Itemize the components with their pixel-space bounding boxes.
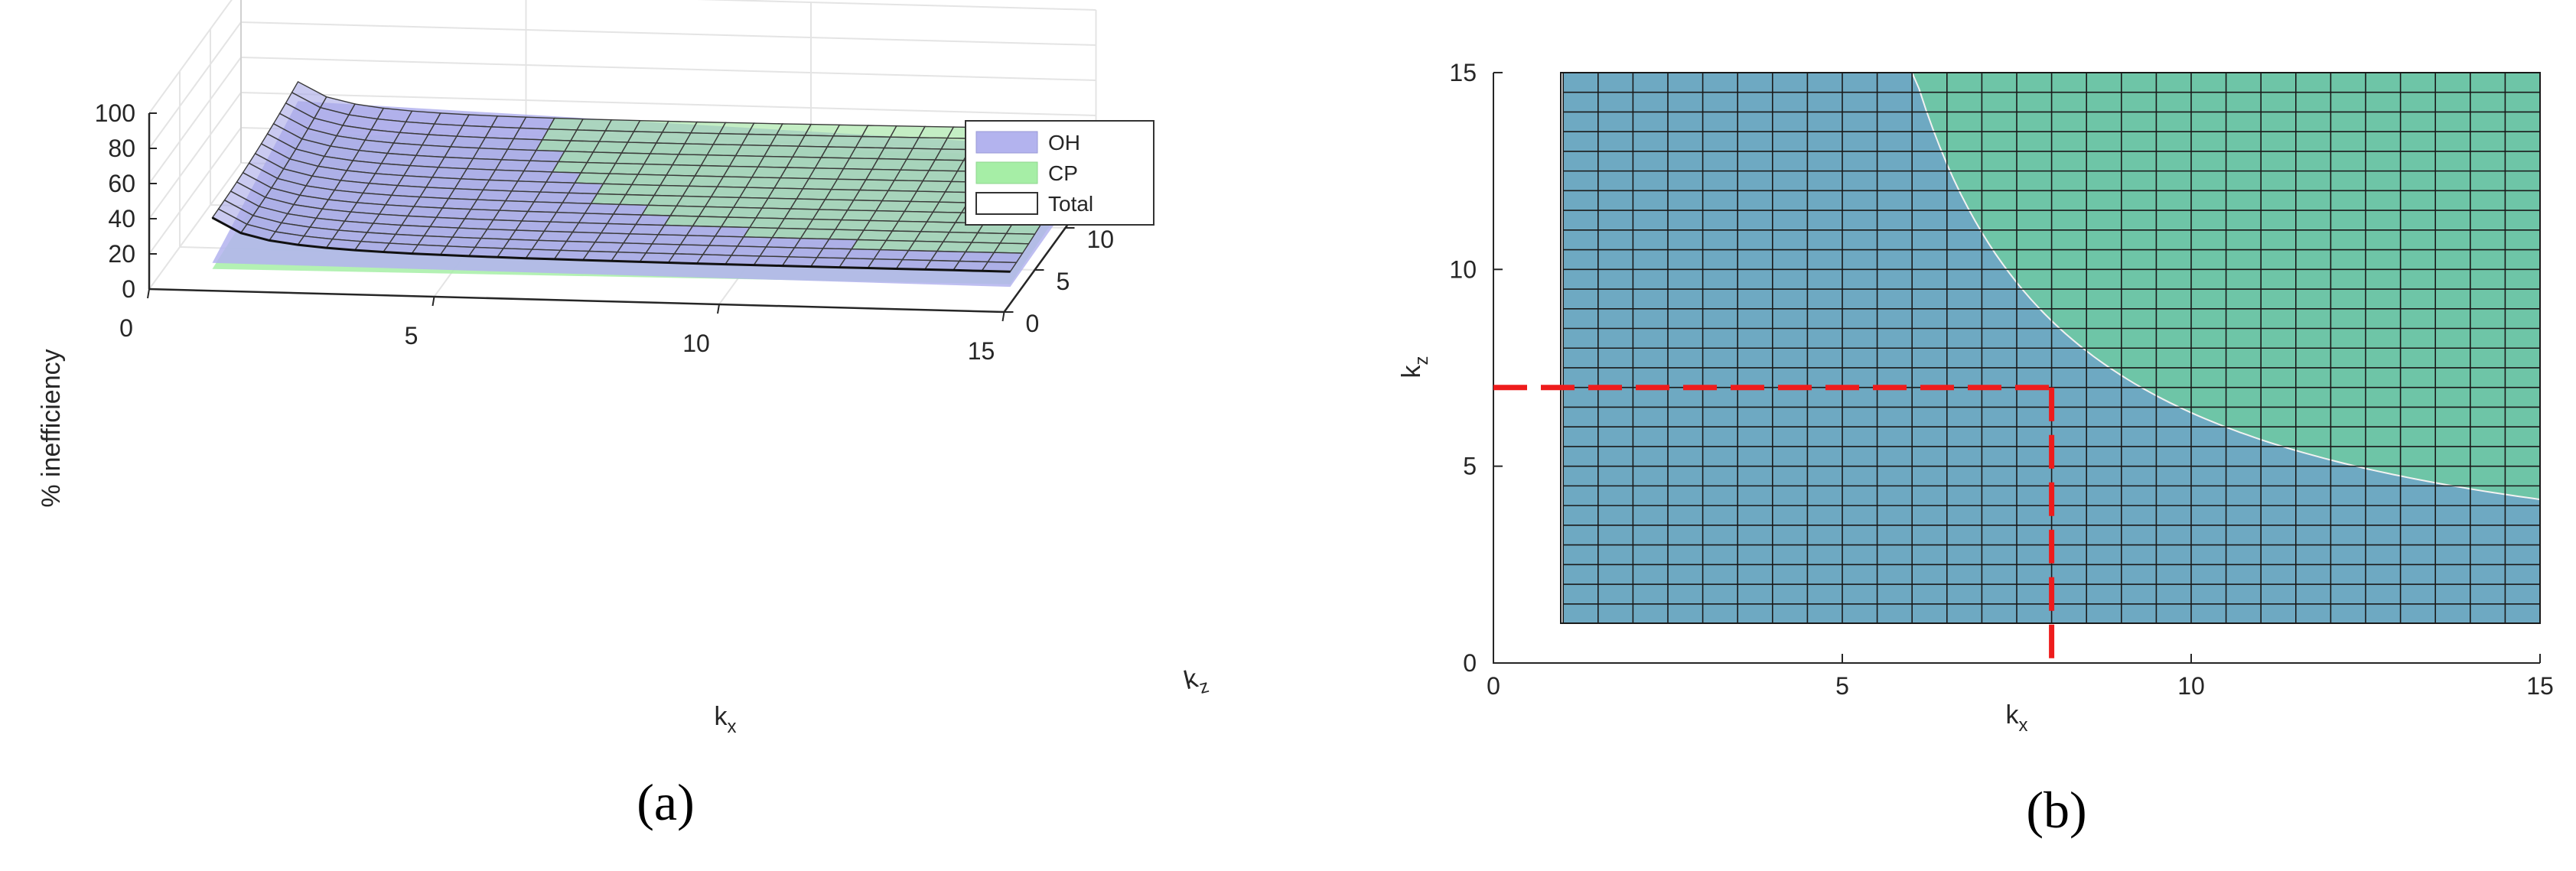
x-tick-label: 5 bbox=[1835, 672, 1849, 700]
legend: OH CP Total bbox=[965, 120, 1154, 226]
grid-line bbox=[148, 57, 242, 184]
legend-label-oh: OH bbox=[1048, 131, 1080, 154]
legend-label-total: Total bbox=[1048, 192, 1093, 216]
grid-line bbox=[240, 92, 1096, 116]
y-tick-label: 10 bbox=[1087, 226, 1115, 253]
back-plane-kx bbox=[149, 0, 241, 289]
grid-outline bbox=[1560, 72, 2541, 624]
legend-swatch-cp bbox=[975, 161, 1038, 184]
grid-line bbox=[148, 92, 242, 219]
x-tick-mark bbox=[717, 304, 720, 314]
total-surface-series bbox=[211, 80, 1097, 273]
y-axis-label: kz bbox=[1397, 356, 1432, 379]
grid-line bbox=[240, 21, 1096, 46]
y-axis-label-sub: z bbox=[1412, 356, 1432, 366]
x-axis-label: kx bbox=[2006, 700, 2028, 736]
x-ticks: 0 5 10 15 bbox=[119, 288, 1005, 365]
x-tick-label: 15 bbox=[2526, 672, 2554, 700]
z-tick-label: 100 bbox=[95, 99, 135, 127]
grid-line bbox=[148, 127, 242, 255]
y-ticks: 0 5 10 15 bbox=[1449, 59, 1503, 677]
x-axis-line bbox=[148, 288, 1005, 314]
y-axis-label-sub: z bbox=[1197, 676, 1211, 698]
x-tick-mark bbox=[432, 296, 435, 307]
z-tick-label: 20 bbox=[108, 240, 135, 268]
x-ticks: 0 5 10 15 bbox=[1487, 654, 2554, 700]
legend-label-cp: CP bbox=[1048, 161, 1078, 185]
grid-line bbox=[240, 57, 1096, 81]
z-tick-label: 0 bbox=[122, 275, 135, 303]
x-axis-label-sub: x bbox=[728, 717, 737, 737]
panel-b-caption: (b) bbox=[2026, 781, 2086, 839]
y-tick-label: 0 bbox=[1026, 310, 1040, 337]
panel-a-caption: (a) bbox=[637, 773, 694, 831]
x-axis-label-sub: x bbox=[2019, 715, 2028, 736]
y-tick-label: 5 bbox=[1057, 268, 1070, 295]
y-tick-label: 0 bbox=[1463, 649, 1477, 677]
surface-cells bbox=[211, 80, 1097, 272]
surface-cell bbox=[993, 242, 1030, 254]
y-tick-label: 10 bbox=[1449, 255, 1477, 283]
surface-cell bbox=[999, 232, 1036, 245]
x-tick-label: 0 bbox=[1487, 672, 1500, 700]
y-axis-label: kz bbox=[1181, 661, 1211, 701]
x-tick-label: 15 bbox=[968, 337, 995, 365]
grid-line bbox=[696, 0, 1096, 11]
y-tick-label: 15 bbox=[1449, 59, 1477, 86]
x-tick-mark bbox=[1001, 311, 1005, 322]
x-tick-label: 0 bbox=[119, 314, 133, 342]
z-axis-label: % inefficiency bbox=[37, 349, 66, 507]
z-tick-label: 40 bbox=[108, 205, 135, 232]
x-tick-mark bbox=[147, 288, 150, 299]
z-ticks: 0 20 40 60 80 100 bbox=[95, 99, 157, 303]
surface-cell bbox=[987, 252, 1024, 264]
y-tick-label: 5 bbox=[1463, 453, 1477, 480]
x-tick-label: 10 bbox=[682, 330, 710, 357]
panel-b-region-map: 0 5 10 15 0 5 10 15 kx kz (b) bbox=[1397, 59, 2554, 839]
grid-line bbox=[148, 162, 242, 290]
x-tick-label: 5 bbox=[405, 322, 418, 349]
x-axis-label: kx bbox=[715, 702, 737, 737]
x-tick-label: 10 bbox=[2177, 672, 2205, 700]
legend-swatch-total bbox=[975, 192, 1038, 215]
legend-swatch-oh bbox=[975, 131, 1038, 154]
grid-line bbox=[148, 21, 242, 149]
z-tick-label: 80 bbox=[108, 135, 135, 162]
surface-front-edge bbox=[211, 216, 1011, 273]
grid-line bbox=[148, 0, 233, 114]
z-tick-label: 60 bbox=[108, 170, 135, 197]
